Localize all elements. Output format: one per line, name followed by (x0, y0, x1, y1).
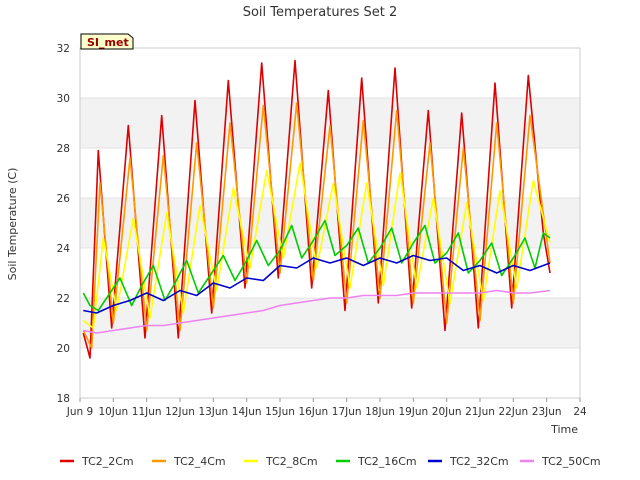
y-tick-label: 18 (57, 393, 70, 405)
x-tick-label: 13Jun (198, 406, 228, 418)
x-tick-label: 24 (573, 406, 587, 418)
x-tick-label: 18Jun (365, 406, 395, 418)
series-line-tc2-32cm (83, 254, 551, 314)
x-tick-label: 16Jun (298, 406, 328, 418)
y-tick-label: 32 (57, 43, 70, 55)
series-line-tc2-16cm (82, 219, 551, 312)
x-axis-label: Time (550, 423, 578, 436)
x-tick-label: 21Jun (465, 406, 495, 418)
legend-label: TC2_8Cm (265, 455, 318, 468)
x-axis-tick-labels: Jun 9 10Jun 11Jun 12Jun 13Jun 14Jun 15Jun 16Jun… (66, 398, 587, 418)
y-tick-label: 20 (57, 343, 70, 355)
background-band (80, 298, 580, 348)
y-tick-label: 30 (57, 93, 70, 105)
y-tick-label: 24 (57, 243, 71, 255)
x-tick-label: 17Jun (332, 406, 362, 418)
x-tick-label: 15Jun (265, 406, 295, 418)
x-tick-label: 23Jun (532, 406, 562, 418)
y-tick-label: 28 (57, 143, 70, 155)
x-tick-label: 22Jun (498, 406, 528, 418)
x-tick-label: 20Jun (432, 406, 462, 418)
legend-label: TC2_4Cm (173, 455, 226, 468)
series-lines (82, 59, 551, 359)
legend-label: TC2_16Cm (357, 455, 417, 468)
legend-label: TC2_32Cm (449, 455, 509, 468)
x-tick-label: Jun 9 (66, 406, 93, 418)
series-line-tc2-8cm (82, 162, 551, 329)
series-line-tc2-50cm (83, 289, 551, 334)
y-axis-label: Soil Temperature (C) (6, 168, 19, 281)
y-tick-label: 22 (57, 293, 70, 305)
y-axis-tick-labels: 18 20 22 24 26 28 30 32 (57, 43, 71, 405)
plot-area-frame (79, 47, 581, 399)
site-badge-label: SI_met (87, 36, 129, 49)
x-tick-label: 12Jun (165, 406, 195, 418)
site-badge: SI_met (80, 33, 134, 50)
legend-label: TC2_2Cm (81, 455, 134, 468)
x-tick-label: 10Jun (98, 406, 128, 418)
legend: TC2_2Cm TC2_4Cm TC2_8Cm TC2_16Cm TC2_32Cm TC2… (60, 455, 601, 468)
x-tick-label: 11Jun (132, 406, 162, 418)
x-tick-label: 19Jun (398, 406, 428, 418)
chart-title: Soil Temperatures Set 2 (243, 5, 398, 20)
x-tick-label: 14Jun (232, 406, 262, 418)
y-tick-label: 26 (57, 193, 71, 205)
legend-label: TC2_50Cm (541, 455, 601, 468)
series-line-tc2-2cm (82, 59, 551, 359)
